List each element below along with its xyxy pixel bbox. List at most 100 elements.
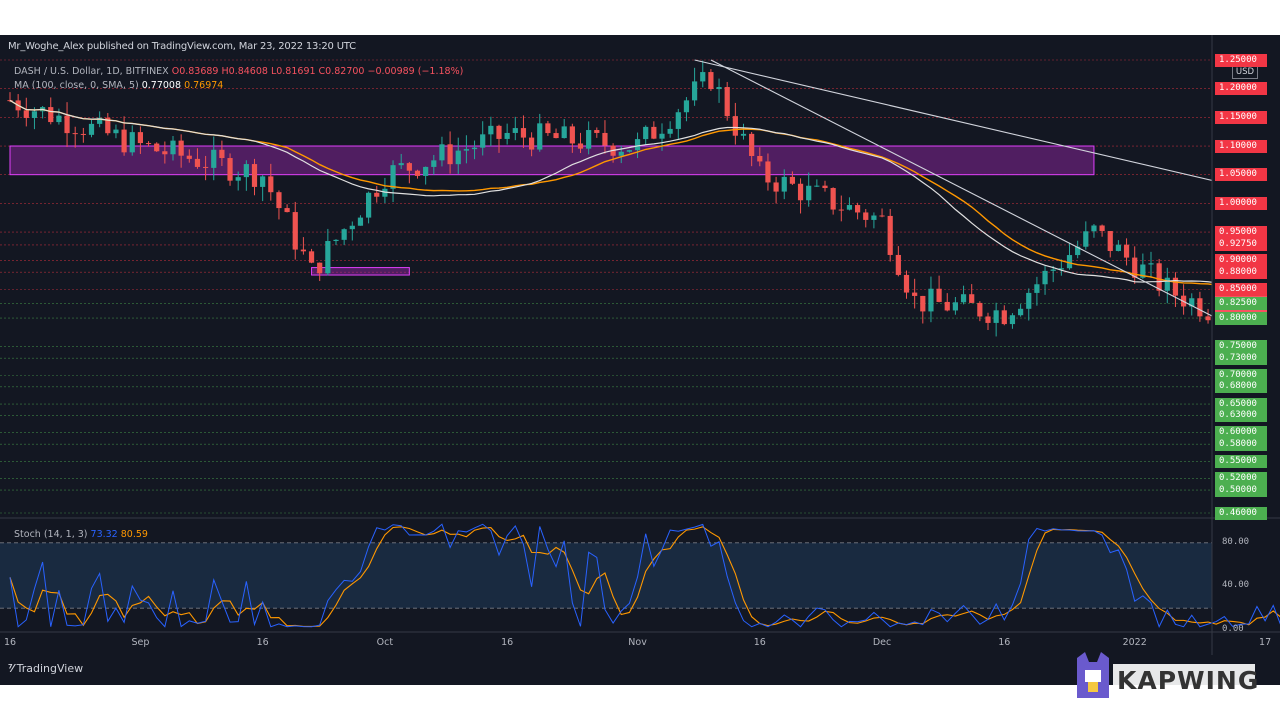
tradingview-logo-text: TradingView <box>16 662 84 675</box>
candle-body <box>1140 264 1146 278</box>
candle-body <box>1018 308 1024 316</box>
stoch-legend: Stoch (14, 1, 3) 73.32 80.59 <box>14 529 148 540</box>
candle-body <box>1034 284 1040 293</box>
candle-body <box>162 151 168 155</box>
candle-body <box>300 249 306 252</box>
candle-body <box>700 72 706 82</box>
price-tick-label: 1.20000 <box>1215 82 1267 96</box>
candle-body <box>268 176 274 193</box>
candle-body <box>985 316 991 323</box>
candle-body <box>708 72 714 90</box>
candle-body <box>423 166 429 176</box>
candle-body <box>390 165 396 189</box>
candle-body <box>463 149 469 151</box>
currency-button[interactable]: USD <box>1232 65 1258 79</box>
time-tick-label: 16 <box>998 637 1011 648</box>
stoch-tick-label: 40.00 <box>1222 580 1250 591</box>
candle-body <box>830 188 836 210</box>
candle-body <box>879 215 885 217</box>
candle-body <box>626 150 632 152</box>
candle-body <box>341 229 347 240</box>
candle-body <box>969 294 975 303</box>
candle-body <box>1164 277 1170 291</box>
candle-body <box>602 132 608 146</box>
candle-body <box>137 132 143 144</box>
price-tick-label: 1.15000 <box>1215 110 1267 124</box>
candle-body <box>211 149 217 168</box>
candle-body <box>1058 268 1064 270</box>
time-tick-label: 2022 <box>1122 637 1147 648</box>
candle-body <box>1083 231 1089 247</box>
chart-canvas[interactable] <box>0 35 1280 685</box>
candle-body <box>716 87 722 90</box>
candle-body <box>659 133 665 139</box>
candle-body <box>903 274 910 293</box>
price-tick-label: 0.50000 <box>1215 483 1267 497</box>
horizontal-levels <box>0 59 1212 514</box>
candle-body <box>471 147 478 150</box>
candle-body <box>145 143 152 145</box>
candle-body <box>1148 263 1154 265</box>
candle-body <box>398 163 404 166</box>
time-tick-label: Nov <box>628 637 647 648</box>
candle-body <box>121 129 127 153</box>
price-tick-label: 0.75000 <box>1215 340 1267 354</box>
candle-body <box>724 87 730 117</box>
candle-body <box>1001 310 1007 325</box>
candle-body <box>1172 277 1179 296</box>
pane-separators <box>0 35 1280 655</box>
purple-zones <box>9 145 1095 276</box>
candle-body <box>1197 298 1203 317</box>
price-tick-label: 1.00000 <box>1215 196 1267 210</box>
candle-body <box>618 151 624 156</box>
candle-body <box>455 150 461 165</box>
candle-body <box>594 130 600 133</box>
candle-body <box>871 215 877 220</box>
candle-body <box>382 188 388 197</box>
tradingview-mark-icon: ⁷⁄ <box>8 662 14 675</box>
candle-body <box>31 111 38 118</box>
candle-body <box>97 117 103 124</box>
candle-body <box>414 170 421 176</box>
legend-ma-label[interactable]: MA (100, close, 0, SMA, 5) <box>14 80 139 91</box>
candle-body <box>920 295 926 312</box>
candle-body <box>846 205 853 210</box>
price-tick-label: 0.92750 <box>1215 238 1267 252</box>
candle-body <box>1189 298 1195 307</box>
price-tick-label: 1.10000 <box>1215 139 1267 153</box>
price-tick-label: 0.82500 <box>1215 297 1267 311</box>
price-tick-label: 1.25000 <box>1215 53 1267 67</box>
candle-body <box>284 208 290 213</box>
candle-body <box>740 133 747 136</box>
legend-symbol[interactable]: DASH / U.S. Dollar, 1D, BITFINEX <box>14 66 169 77</box>
candle-body <box>203 166 209 168</box>
candle-body <box>325 241 331 274</box>
price-tick-label: 0.73000 <box>1215 351 1267 365</box>
time-tick-label: 16 <box>753 637 766 648</box>
candle-body <box>80 133 86 135</box>
candle-body <box>960 294 967 303</box>
tradingview-logo[interactable]: ⁷⁄ TradingView <box>8 662 83 675</box>
chart-frame: Mr_Woghe_Alex published on TradingView.c… <box>0 35 1280 685</box>
candle-body <box>186 155 192 159</box>
candle-body <box>757 155 763 162</box>
time-tick-label: Oct <box>376 637 394 648</box>
candle-body <box>749 133 755 156</box>
candle-body <box>406 163 412 171</box>
candle-body <box>765 161 771 183</box>
price-tick-label: 0.95000 <box>1215 225 1267 239</box>
candle-body <box>194 158 201 167</box>
price-tick-label: 0.65000 <box>1215 397 1267 411</box>
legend-ma-value-1: 0.77008 <box>141 80 182 91</box>
candle-body <box>895 254 901 275</box>
candle-body <box>952 302 958 311</box>
candle-body <box>512 128 518 133</box>
legend-ma-row: MA (100, close, 0, SMA, 5) 0.77008 0.769… <box>14 79 463 93</box>
candle-body <box>1042 270 1048 285</box>
candle-body <box>1066 255 1073 269</box>
candle-body <box>1115 244 1121 251</box>
candle-body <box>993 310 999 323</box>
stoch-label[interactable]: Stoch (14, 1, 3) <box>14 529 88 540</box>
candle-body <box>129 132 135 153</box>
price-tick-label: 0.63000 <box>1215 409 1267 423</box>
